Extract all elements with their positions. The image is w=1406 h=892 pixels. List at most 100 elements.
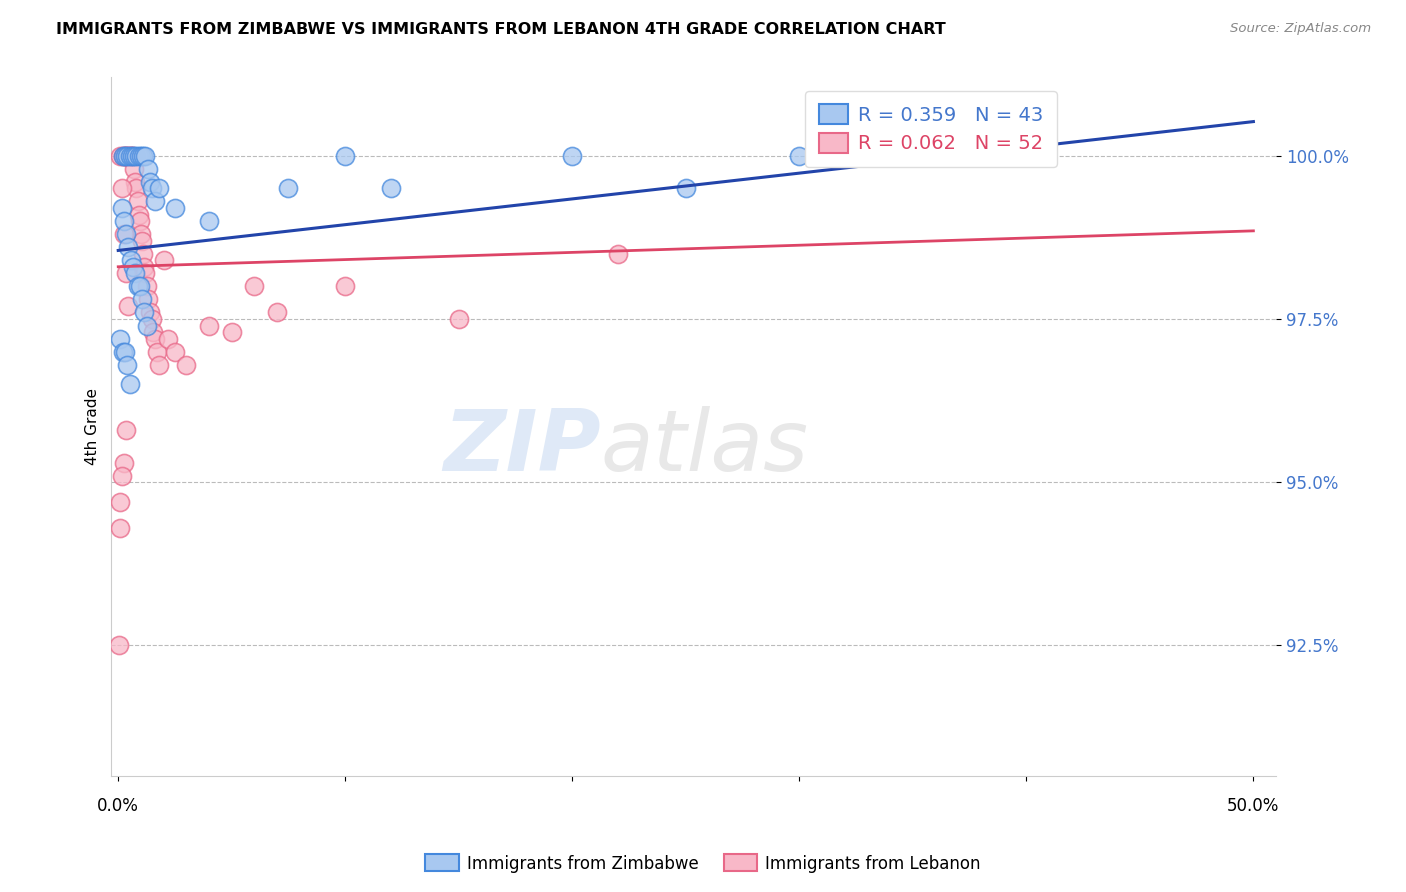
Point [115,423,138,437]
Point [118,377,141,392]
Legend: R = 0.359   N = 43, R = 0.062   N = 52: R = 0.359 N = 43, R = 0.062 N = 52 [806,91,1057,167]
Point [141,312,163,326]
Point [143,194,166,209]
Y-axis label: 4th Grade: 4th Grade [86,388,100,466]
Point [110,521,132,535]
Text: IMMIGRANTS FROM ZIMBABWE VS IMMIGRANTS FROM LEBANON 4TH GRADE CORRELATION CHART: IMMIGRANTS FROM ZIMBABWE VS IMMIGRANTS F… [56,22,946,37]
Point [125,149,148,163]
Point [129,149,152,163]
Point [111,344,134,359]
Point [115,266,138,280]
Point [114,149,136,163]
Point [141,181,163,195]
Point [122,260,145,274]
Point [121,149,143,163]
Point [163,344,186,359]
Point [198,214,221,228]
Point [606,246,628,260]
Point [128,279,150,293]
Point [132,149,155,163]
Point [117,149,139,163]
Point [129,227,152,241]
Point [128,149,150,163]
Point [139,305,162,319]
Point [335,149,357,163]
Point [114,344,136,359]
Point [132,246,155,260]
Point [142,325,165,339]
Point [243,279,266,293]
Point [789,149,811,163]
Point [135,279,157,293]
Point [675,181,697,195]
Point [117,240,139,254]
Text: ZIP: ZIP [443,406,600,489]
Point [117,299,139,313]
Point [117,358,139,372]
Point [146,344,169,359]
Point [111,468,134,483]
Point [447,312,470,326]
Point [122,161,145,176]
Point [122,149,145,163]
Point [111,181,134,195]
Point [112,214,135,228]
Point [277,181,299,195]
Point [134,266,156,280]
Point [117,149,139,163]
Point [134,260,156,274]
Text: 50.0%: 50.0% [1227,797,1279,815]
Point [970,149,993,163]
Point [561,149,583,163]
Point [124,175,146,189]
Point [110,332,132,346]
Point [112,456,135,470]
Point [114,149,136,163]
Point [163,201,186,215]
Point [134,149,156,163]
Legend: Immigrants from Zimbabwe, Immigrants from Lebanon: Immigrants from Zimbabwe, Immigrants fro… [419,847,987,880]
Point [198,318,221,333]
Point [115,149,138,163]
Point [380,181,402,195]
Point [115,227,138,241]
Point [111,201,134,215]
Point [118,149,141,163]
Point [117,149,139,163]
Point [901,149,924,163]
Point [125,181,148,195]
Point [143,332,166,346]
Point [136,161,159,176]
Point [134,305,156,319]
Point [112,149,135,163]
Point [148,358,170,372]
Point [131,234,153,248]
Point [112,227,135,241]
Point [157,332,180,346]
Point [127,194,149,209]
Point [152,253,174,268]
Point [221,325,243,339]
Point [110,495,132,509]
Text: atlas: atlas [600,406,808,489]
Point [118,149,141,163]
Point [139,175,162,189]
Point [128,208,150,222]
Point [131,293,153,307]
Text: Source: ZipAtlas.com: Source: ZipAtlas.com [1230,22,1371,36]
Point [128,214,150,228]
Point [108,639,131,653]
Point [120,253,142,268]
Point [124,266,146,280]
Point [111,149,134,163]
Point [335,279,357,293]
Point [127,279,149,293]
Point [135,318,157,333]
Point [111,149,134,163]
Point [901,149,924,163]
Point [122,149,145,163]
Point [120,149,142,163]
Point [136,293,159,307]
Point [110,149,132,163]
Text: 0.0%: 0.0% [97,797,139,815]
